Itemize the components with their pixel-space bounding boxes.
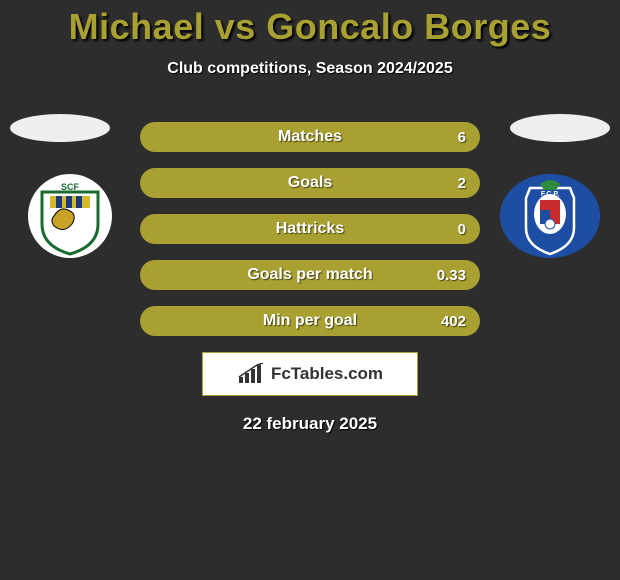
stat-row: Goals 2 — [140, 168, 480, 198]
stat-row: Matches 6 — [140, 122, 480, 152]
stat-rows: Matches 6 Goals 2 Hattricks 0 Goals per … — [140, 122, 480, 336]
club-badge-right: F.C.P. — [500, 174, 600, 258]
stat-label: Goals — [288, 174, 332, 192]
stat-label: Matches — [278, 128, 342, 146]
stat-label: Min per goal — [263, 312, 357, 330]
club-badge-left: SCF — [20, 174, 120, 258]
fctables-logo-box: FcTables.com — [202, 352, 418, 396]
svg-text:SCF: SCF — [61, 182, 80, 192]
stat-value-right: 0 — [458, 221, 466, 238]
stat-label: Hattricks — [276, 220, 344, 238]
stat-value-right: 2 — [458, 175, 466, 192]
page-title: Michael vs Goncalo Borges — [0, 0, 620, 48]
svg-text:F.C.P.: F.C.P. — [541, 191, 559, 198]
stat-row: Min per goal 402 — [140, 306, 480, 336]
subtitle: Club competitions, Season 2024/2025 — [0, 60, 620, 78]
stats-area: SCF F.C.P. Matches 6 Goals 2 Hatt — [0, 122, 620, 434]
stat-value-right: 0.33 — [437, 267, 466, 284]
stat-row: Goals per match 0.33 — [140, 260, 480, 290]
bar-chart-icon — [237, 363, 265, 385]
player-photo-right — [510, 114, 610, 142]
date: 22 february 2025 — [0, 414, 620, 434]
stat-value-right: 6 — [458, 129, 466, 146]
stat-value-right: 402 — [441, 313, 466, 330]
player-photo-left — [10, 114, 110, 142]
stat-row: Hattricks 0 — [140, 214, 480, 244]
stat-label: Goals per match — [247, 266, 372, 284]
fctables-logo-text: FcTables.com — [271, 364, 383, 384]
